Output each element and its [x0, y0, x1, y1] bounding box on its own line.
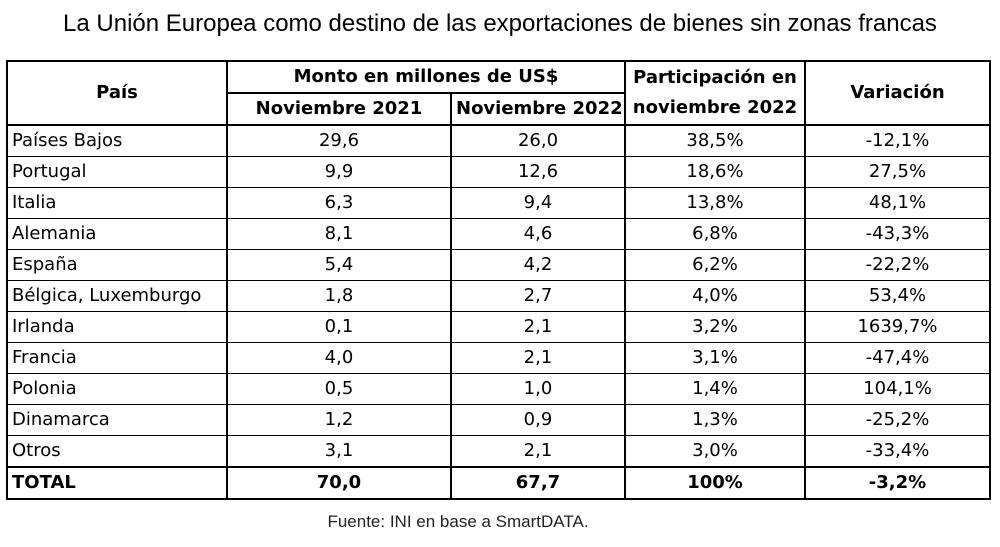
total-nov2022: 67,7 [450, 466, 626, 500]
table-row: Dinamarca 1,2 0,9 1,3% -25,2% [6, 404, 991, 436]
total-nov2021: 70,0 [226, 466, 452, 500]
cell-variation: -43,3% [804, 218, 991, 250]
cell-nov2021: 8,1 [226, 218, 452, 250]
header-nov2022: Noviembre 2022 [450, 92, 626, 126]
cell-nov2022: 26,0 [450, 125, 626, 157]
cell-share: 6,2% [624, 249, 806, 281]
header-country: País [6, 60, 228, 126]
total-share: 100% [624, 466, 806, 500]
cell-variation: 104,1% [804, 373, 991, 405]
cell-share: 3,1% [624, 342, 806, 374]
cell-nov2021: 3,1 [226, 435, 452, 468]
table-row: Otros 3,1 2,1 3,0% -33,4% [6, 435, 991, 468]
cell-nov2022: 4,6 [450, 218, 626, 250]
table-row: Francia 4,0 2,1 3,1% -47,4% [6, 342, 991, 374]
cell-nov2021: 6,3 [226, 187, 452, 219]
cell-nov2022: 12,6 [450, 156, 626, 188]
cell-share: 13,8% [624, 187, 806, 219]
cell-variation: 1639,7% [804, 311, 991, 343]
header-variation: Variación [804, 60, 991, 126]
cell-variation: -25,2% [804, 404, 991, 436]
cell-share: 1,3% [624, 404, 806, 436]
table-row: Irlanda 0,1 2,1 3,2% 1639,7% [6, 311, 991, 343]
header-nov2021: Noviembre 2021 [226, 92, 452, 126]
header-share: Participación en noviembre 2022 [624, 60, 806, 126]
cell-share: 4,0% [624, 280, 806, 312]
table-row: Bélgica, Luxemburgo 1,8 2,7 4,0% 53,4% [6, 280, 991, 312]
cell-nov2022: 2,7 [450, 280, 626, 312]
cell-nov2021: 1,8 [226, 280, 452, 312]
cell-variation: 53,4% [804, 280, 991, 312]
table-row: España 5,4 4,2 6,2% -22,2% [6, 249, 991, 281]
cell-nov2022: 2,1 [450, 311, 626, 343]
header-share-line2: noviembre 2022 [632, 97, 798, 118]
cell-nov2021: 0,5 [226, 373, 452, 405]
cell-country: Irlanda [6, 311, 228, 343]
cell-country: Italia [6, 187, 228, 219]
cell-country: Polonia [6, 373, 228, 405]
table-row: Países Bajos 29,6 26,0 38,5% -12,1% [6, 125, 991, 157]
table-row: Alemania 8,1 4,6 6,8% -43,3% [6, 218, 991, 250]
cell-country: Bélgica, Luxemburgo [6, 280, 228, 312]
cell-share: 6,8% [624, 218, 806, 250]
source-note: Fuente: INI en base a SmartDATA. [327, 512, 589, 531]
cell-share: 3,2% [624, 311, 806, 343]
cell-nov2021: 5,4 [226, 249, 452, 281]
cell-share: 3,0% [624, 435, 806, 468]
cell-share: 18,6% [624, 156, 806, 188]
cell-nov2021: 9,9 [226, 156, 452, 188]
cell-nov2022: 9,4 [450, 187, 626, 219]
cell-nov2022: 0,9 [450, 404, 626, 436]
cell-nov2022: 1,0 [450, 373, 626, 405]
cell-nov2022: 2,1 [450, 435, 626, 468]
cell-nov2022: 4,2 [450, 249, 626, 281]
cell-nov2021: 29,6 [226, 125, 452, 157]
cell-variation: -12,1% [804, 125, 991, 157]
cell-nov2022: 2,1 [450, 342, 626, 374]
cell-variation: 27,5% [804, 156, 991, 188]
cell-country: Francia [6, 342, 228, 374]
header-amount-group: Monto en millones de US$ [226, 60, 626, 94]
total-variation: -3,2% [804, 466, 991, 500]
cell-share: 1,4% [624, 373, 806, 405]
cell-country: Países Bajos [6, 125, 228, 157]
page-title: La Unión Europea como destino de las exp… [63, 10, 937, 37]
cell-share: 38,5% [624, 125, 806, 157]
cell-country: Portugal [6, 156, 228, 188]
cell-country: Dinamarca [6, 404, 228, 436]
cell-variation: -33,4% [804, 435, 991, 468]
table-row: Italia 6,3 9,4 13,8% 48,1% [6, 187, 991, 219]
total-label: TOTAL [6, 466, 228, 500]
cell-variation: -22,2% [804, 249, 991, 281]
cell-nov2021: 0,1 [226, 311, 452, 343]
cell-variation: -47,4% [804, 342, 991, 374]
total-row: TOTAL 70,0 67,7 100% -3,2% [6, 466, 991, 500]
exports-table: País Monto en millones de US$ Participac… [6, 60, 991, 500]
cell-country: España [6, 249, 228, 281]
table-row: Portugal 9,9 12,6 18,6% 27,5% [6, 156, 991, 188]
header-share-line1: Participación en [633, 67, 797, 88]
cell-country: Alemania [6, 218, 228, 250]
cell-nov2021: 4,0 [226, 342, 452, 374]
table-row: Polonia 0,5 1,0 1,4% 104,1% [6, 373, 991, 405]
cell-country: Otros [6, 435, 228, 468]
cell-nov2021: 1,2 [226, 404, 452, 436]
cell-variation: 48,1% [804, 187, 991, 219]
